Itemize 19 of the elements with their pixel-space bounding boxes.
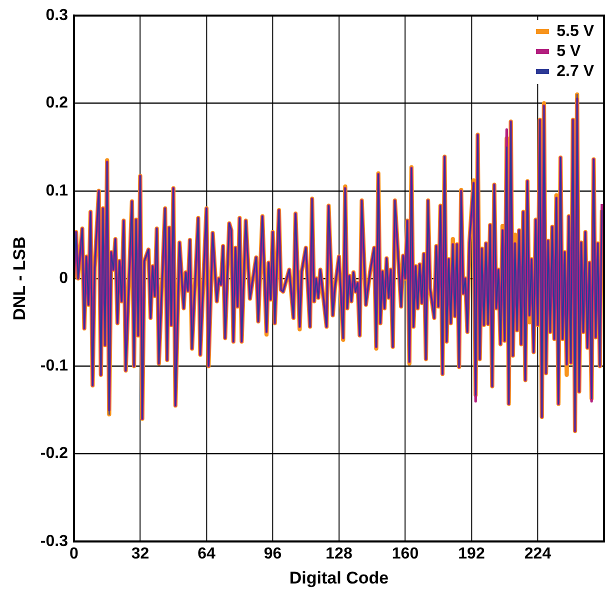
y-tick-label: 0.3 (46, 7, 68, 24)
y-tick-label: 0.2 (46, 94, 68, 112)
x-axis-title: Digital Code (289, 568, 389, 588)
x-tick-label: 128 (326, 545, 352, 562)
x-tick-label: 192 (458, 545, 485, 562)
y-axis-title: DNL - LSB (10, 236, 29, 320)
y-tick-label: -0.2 (40, 445, 68, 462)
x-tick-label: 96 (264, 545, 282, 562)
x-tick-label: 64 (198, 545, 216, 562)
y-tick-label: -0.1 (40, 358, 68, 375)
y-tick-label: 0 (59, 270, 68, 287)
x-tick-label: 160 (392, 545, 419, 562)
x-tick-label: 224 (524, 545, 552, 562)
legend-label: 2.7 V (556, 62, 594, 82)
y-tick-label: 0.1 (46, 182, 68, 200)
legend-label: 5.5 V (556, 22, 594, 42)
x-tick-label: 32 (131, 545, 150, 562)
legend-label: 5 V (556, 42, 581, 62)
y-tick-label: -0.3 (40, 532, 68, 550)
